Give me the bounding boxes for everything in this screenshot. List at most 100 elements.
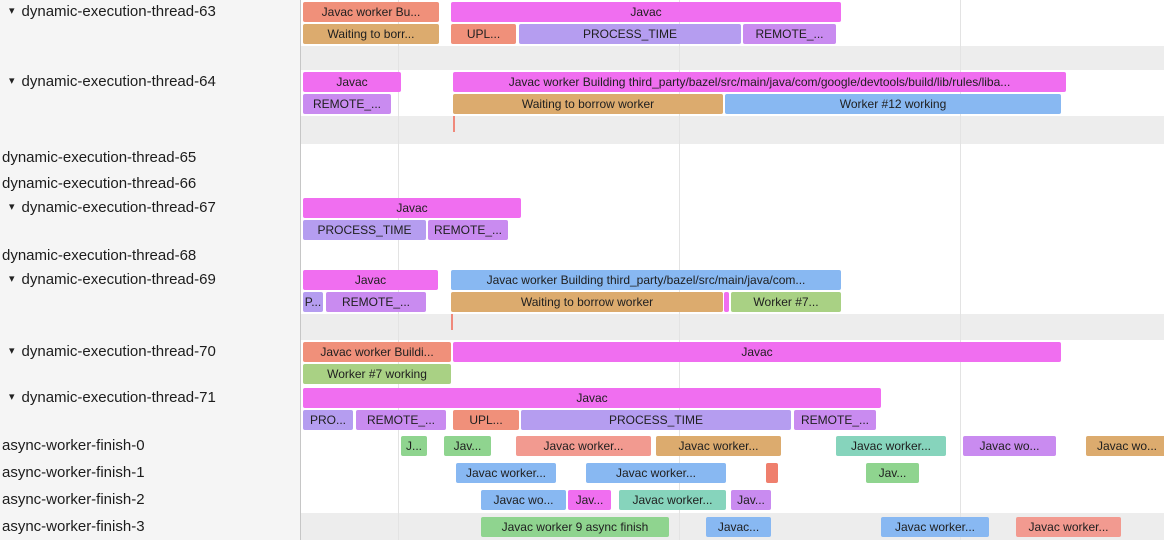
trace-slice[interactable]: Jav... [568, 490, 611, 510]
thread-name: dynamic-execution-thread-63 [21, 3, 216, 20]
trace-slice[interactable]: Javac worker... [456, 463, 556, 483]
timeline-track [300, 144, 1164, 170]
timeline-track: Javac wo... Jav... Javac worker... Jav... [300, 486, 1164, 513]
trace-slice[interactable]: Worker #7... [731, 292, 841, 312]
thread-name: async-worker-finish-0 [2, 437, 145, 454]
trace-slice[interactable]: Javac worker... [586, 463, 726, 483]
trace-slice[interactable]: Javac worker 9 async finish [481, 517, 669, 537]
trace-slice[interactable]: REMOTE_... [794, 410, 876, 430]
spacer-row [0, 314, 1164, 340]
thread-label[interactable]: ▾ dynamic-execution-thread-71 [0, 386, 300, 432]
trace-row: dynamic-execution-thread-65 [0, 144, 1164, 170]
trace-slice[interactable]: PRO... [303, 410, 353, 430]
trace-row: dynamic-execution-thread-68 [0, 242, 1164, 268]
trace-slice[interactable]: Javac... [706, 517, 771, 537]
trace-slice[interactable]: Javac [303, 388, 881, 408]
trace-slice[interactable]: Waiting to borrow worker [453, 94, 723, 114]
label-panel-filler [0, 46, 300, 70]
trace-row: dynamic-execution-thread-66 [0, 170, 1164, 196]
trace-slice[interactable]: Waiting to borr... [303, 24, 439, 44]
thread-name: dynamic-execution-thread-65 [2, 148, 197, 166]
thread-label[interactable]: async-worker-finish-1 [0, 459, 300, 486]
timeline-track [300, 46, 1164, 70]
trace-slice[interactable]: Javac worker Building third_party/bazel/… [451, 270, 841, 290]
trace-slice[interactable]: Javac worker Buildi... [303, 342, 451, 362]
trace-slice[interactable]: Javac worker... [656, 436, 781, 456]
timeline-track: Javac Javac worker Building third_party/b… [300, 70, 1164, 116]
trace-slice[interactable]: Jav... [731, 490, 771, 510]
trace-slice[interactable]: Javac [453, 342, 1061, 362]
label-panel-filler [0, 314, 300, 340]
thread-label[interactable]: dynamic-execution-thread-65 [0, 144, 300, 170]
trace-slice[interactable]: Worker #12 working [725, 94, 1061, 114]
error-tick [453, 116, 455, 132]
timeline-track [300, 314, 1164, 340]
thread-name: dynamic-execution-thread-68 [2, 246, 197, 264]
trace-slice[interactable]: Javac wo... [1086, 436, 1164, 456]
trace-slice[interactable]: Javac worker... [836, 436, 946, 456]
thread-label[interactable]: async-worker-finish-3 [0, 513, 300, 540]
trace-slice[interactable]: Javac worker... [1016, 517, 1121, 537]
trace-slice[interactable]: Jav... [444, 436, 491, 456]
collapse-arrow-icon[interactable]: ▾ [9, 5, 15, 17]
trace-slice[interactable]: Javac [303, 72, 401, 92]
trace-slice[interactable]: Worker #7 working [303, 364, 451, 384]
trace-slice[interactable]: Javac wo... [963, 436, 1056, 456]
collapse-arrow-icon[interactable]: ▾ [9, 273, 15, 285]
thread-name: dynamic-execution-thread-70 [21, 343, 216, 360]
trace-slice[interactable]: PROCESS_TIME [303, 220, 426, 240]
trace-slice[interactable]: REMOTE_... [303, 94, 391, 114]
trace-slice[interactable]: Javac worker Building third_party/bazel/… [453, 72, 1066, 92]
timeline-track [300, 116, 1164, 144]
spacer-row [0, 116, 1164, 144]
error-tick [451, 314, 453, 330]
trace-slice[interactable]: REMOTE_... [743, 24, 836, 44]
trace-slice[interactable] [766, 463, 778, 483]
trace-slice[interactable]: Javac worker Bu... [303, 2, 439, 22]
thread-label[interactable]: dynamic-execution-thread-66 [0, 170, 300, 196]
trace-slice[interactable]: Javac wo... [481, 490, 566, 510]
thread-label[interactable]: ▾ dynamic-execution-thread-67 [0, 196, 300, 242]
trace-slice[interactable]: Javac worker... [881, 517, 989, 537]
trace-slice[interactable]: Javac worker... [516, 436, 651, 456]
collapse-arrow-icon[interactable]: ▾ [9, 345, 15, 357]
thread-label[interactable]: async-worker-finish-0 [0, 432, 300, 459]
timeline-track: Javac PROCESS_TIME REMOTE_... [300, 196, 1164, 242]
trace-slice[interactable]: REMOTE_... [428, 220, 508, 240]
trace-slice[interactable]: PROCESS_TIME [519, 24, 741, 44]
trace-row: ▾ dynamic-execution-thread-70 Javac worker… [0, 340, 1164, 386]
trace-row: async-worker-finish-2 Javac wo... Jav... Ja… [0, 486, 1164, 513]
trace-slice[interactable]: Javac [303, 198, 521, 218]
trace-slice[interactable]: J... [401, 436, 427, 456]
trace-slice[interactable]: REMOTE_... [356, 410, 446, 430]
trace-slice[interactable]: Jav... [866, 463, 919, 483]
trace-slice[interactable]: P... [303, 292, 323, 312]
thread-label[interactable]: ▾ dynamic-execution-thread-64 [0, 70, 300, 116]
trace-slice[interactable]: UPL... [453, 410, 519, 430]
trace-slice[interactable]: UPL... [451, 24, 516, 44]
trace-slice[interactable]: Javac worker... [619, 490, 726, 510]
trace-slice[interactable]: Javac [451, 2, 841, 22]
timeline-track: Javac PRO... REMOTE_... UPL... PROCESS_TIME R… [300, 386, 1164, 432]
thread-label[interactable]: ▾ dynamic-execution-thread-70 [0, 340, 300, 386]
collapse-arrow-icon[interactable]: ▾ [9, 201, 15, 213]
trace-slice[interactable]: Javac [303, 270, 438, 290]
timeline-track: Javac worker Bu... Javac Waiting to borr..… [300, 0, 1164, 46]
thread-label[interactable]: ▾ dynamic-execution-thread-63 [0, 0, 300, 46]
trace-slice[interactable]: Waiting to borrow worker [451, 292, 723, 312]
trace-slice[interactable]: PROCESS_TIME [521, 410, 791, 430]
timeline-track: Javac worker 9 async finish Javac... Javac… [300, 513, 1164, 540]
collapse-arrow-icon[interactable]: ▾ [9, 75, 15, 87]
trace-slice[interactable]: REMOTE_... [326, 292, 426, 312]
thread-label[interactable]: async-worker-finish-2 [0, 486, 300, 513]
thread-label[interactable]: ▾ dynamic-execution-thread-69 [0, 268, 300, 314]
trace-row: ▾ dynamic-execution-thread-67 Javac PROCESS… [0, 196, 1164, 242]
thread-label[interactable]: dynamic-execution-thread-68 [0, 242, 300, 268]
thread-name: async-worker-finish-1 [2, 464, 145, 481]
timeline-track: Javac Javac worker Building third_party/b… [300, 268, 1164, 314]
trace-row: ▾ dynamic-execution-thread-69 Javac Javac w… [0, 268, 1164, 314]
collapse-arrow-icon[interactable]: ▾ [9, 391, 15, 403]
label-panel-filler [0, 116, 300, 144]
trace-slice[interactable] [724, 292, 729, 312]
